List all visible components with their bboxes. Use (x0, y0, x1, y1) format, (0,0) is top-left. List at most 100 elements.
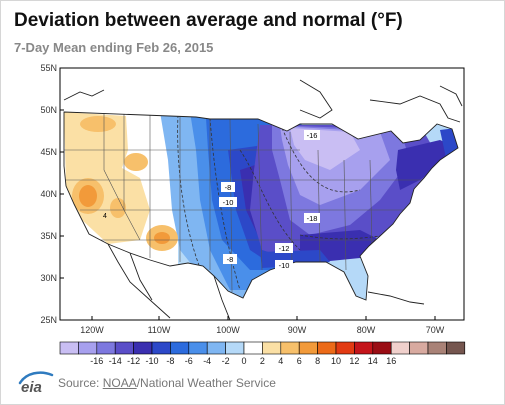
boundary-line (317, 149, 321, 263)
lon-label: 120W (80, 325, 104, 335)
lat-label: 45N (40, 147, 57, 157)
legend-swatch (298, 341, 318, 355)
baja-coast (129, 252, 153, 301)
contour-central-line (209, 117, 241, 291)
source-suffix: /National Weather Service (136, 376, 276, 390)
contour-label-box (219, 197, 237, 207)
logo-swoosh (18, 371, 54, 385)
lat-label: 50N (40, 105, 57, 115)
legend-swatch (243, 341, 263, 355)
logo-text: eia (21, 379, 42, 394)
legend-tick-label: -6 (185, 356, 193, 366)
legend-swatch (354, 341, 374, 355)
legend-swatch (335, 341, 355, 355)
legend-swatch (390, 341, 410, 355)
color-legend: -16 -14 -12 -10 -8 -6 -4 -2 0 2 4 6 8 10 12 14 16 (59, 341, 466, 366)
legend-swatches (59, 341, 466, 355)
lat-label: 35N (40, 231, 57, 241)
contour-label: -8 (227, 255, 234, 264)
contour-label: -10 (279, 261, 290, 270)
canada-coast-west (63, 89, 105, 101)
lat-label: 40N (40, 189, 57, 199)
contour-value-labels: -16 -8 -10 -18 -12 -10 -8 4 (103, 130, 320, 270)
legend-swatch (427, 341, 447, 355)
boundary-line (257, 123, 263, 271)
temperature-deviation-map: 55N 50N 45N 40N 35N 30N 25N 120W 110W 10… (40, 63, 465, 335)
legend-swatch (262, 341, 282, 355)
legend-swatch (170, 341, 190, 355)
lat-label: 30N (40, 273, 57, 283)
legend-tick-label: 10 (331, 356, 341, 366)
legend-swatch (372, 341, 392, 355)
legend-swatch (446, 341, 466, 355)
contour-mid-line (239, 149, 301, 251)
boundary-line (343, 159, 347, 271)
legend-tick-label: -16 (90, 356, 103, 366)
legend-swatch (59, 341, 79, 355)
contour-label-box (223, 254, 237, 264)
eia-logo: eia (18, 371, 54, 394)
legend-swatch (280, 341, 300, 355)
latitude-ticks (60, 67, 64, 279)
warm-anomaly-california-core (79, 185, 97, 207)
contour-label: 4 (103, 213, 107, 220)
contour-label: -8 (225, 183, 232, 192)
lat-label: 55N (40, 63, 57, 73)
coastlines (63, 79, 463, 320)
legend-swatch (151, 341, 171, 355)
legend-tick-label: 16 (386, 356, 396, 366)
lon-label: 70W (426, 325, 445, 335)
contour-label: -18 (307, 214, 318, 223)
legend-swatch (206, 341, 226, 355)
legend-tick-label: -2 (222, 356, 230, 366)
legend-swatch (133, 341, 153, 355)
legend-tick-label: 12 (349, 356, 359, 366)
map-title: Deviation between average and normal (°F… (14, 10, 403, 31)
source-line: Source: NOAA/National Weather Service (58, 376, 276, 390)
hudson-bay-coast (299, 79, 333, 119)
longitude-ticks (91, 316, 436, 320)
legend-tick-label: 2 (260, 356, 265, 366)
source-prefix: Source: (58, 376, 100, 390)
contour-west-line (177, 114, 201, 269)
warm-anomaly-utah (110, 198, 126, 218)
mexico-coast-west (107, 243, 171, 319)
legend-tick-label: -12 (127, 356, 140, 366)
legend-tick-labels: -16 -14 -12 -10 -8 -6 -4 -2 0 2 4 6 8 10 12 14 16 (90, 356, 396, 366)
legend-tick-label: -14 (109, 356, 122, 366)
boundary-line (369, 159, 373, 247)
warm-anomaly-idaho (124, 153, 148, 171)
legend-swatch (317, 341, 337, 355)
contour-label-box (275, 260, 293, 270)
legend-tick-label: 0 (241, 356, 246, 366)
cuba-coast (367, 291, 425, 305)
lon-label: 80W (357, 325, 376, 335)
legend-swatch (409, 341, 429, 355)
contour-label-box (221, 182, 235, 192)
warm-anomaly-northwest (80, 116, 116, 132)
legend-tick-label: 8 (315, 356, 320, 366)
map-subtitle: 7-Day Mean ending Feb 26, 2015 (14, 40, 214, 55)
contour-label: -16 (307, 131, 318, 140)
legend-tick-label: -8 (166, 356, 174, 366)
boundary-line (103, 112, 125, 211)
contour-label-box (304, 130, 320, 140)
source-noaa-link[interactable]: NOAA (102, 376, 137, 390)
lon-label: 110W (148, 325, 171, 335)
lon-label: 100W (216, 325, 240, 335)
legend-swatch (96, 341, 116, 355)
contour-label-box (275, 243, 293, 253)
contour-label: -10 (223, 198, 234, 207)
lat-label: 25N (40, 315, 57, 325)
mexico-coast-east (213, 275, 231, 320)
latitude-axis: 55N 50N 45N 40N 35N 30N 25N (40, 63, 57, 325)
legend-tick-label: 6 (297, 356, 302, 366)
contour-label: -12 (279, 244, 290, 253)
contour-east-line (281, 127, 361, 193)
warm-anomaly-arizona-core (154, 232, 170, 244)
newfoundland-coast (439, 85, 463, 107)
legend-swatch (114, 341, 134, 355)
legend-tick-label: 14 (368, 356, 378, 366)
legend-tick-label: 4 (278, 356, 283, 366)
longitude-axis: 120W 110W 100W 90W 80W 70W (80, 325, 445, 335)
